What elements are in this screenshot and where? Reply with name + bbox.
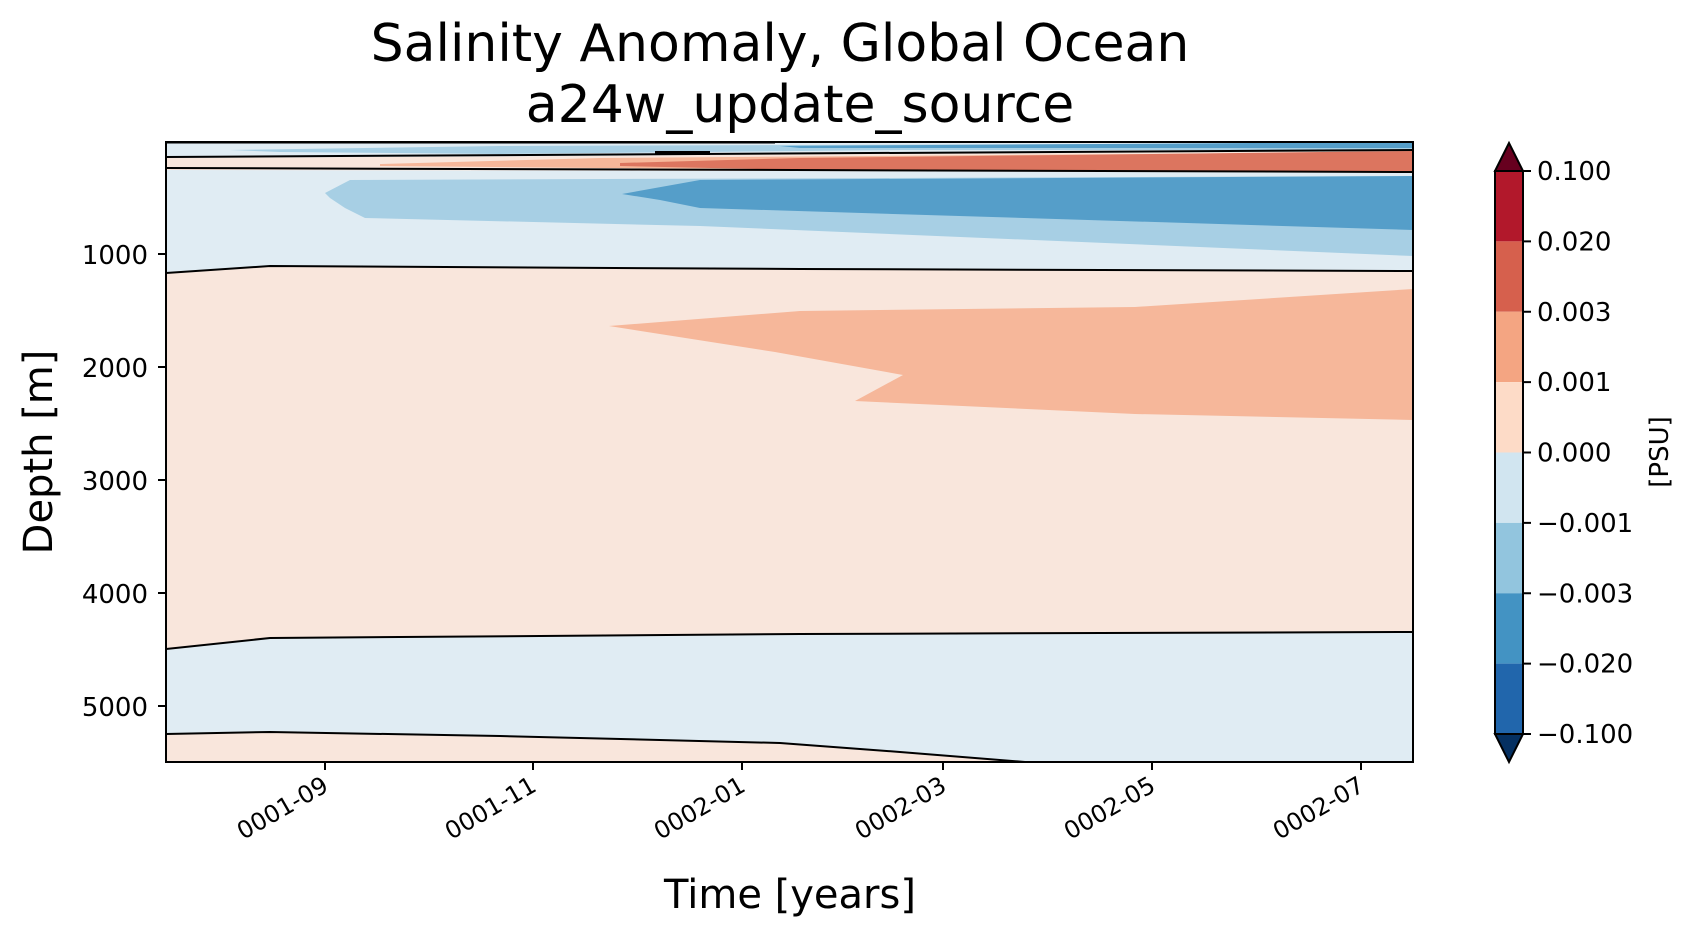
colorbar-extend-under: [1493, 733, 1525, 765]
contour-line-0-bottom: [166, 730, 1026, 762]
contour-line-0-upper: [166, 167, 1413, 173]
contour-line-0-shallow: [166, 149, 1413, 158]
y-axis: 1000 2000 3000 4000 5000 Depth [m]: [16, 241, 166, 723]
x-tick-label: 0002-03: [850, 771, 951, 845]
colorbar-segment: [1495, 311, 1523, 383]
contour-plot-area: [166, 142, 1413, 762]
colorbar-tick-label: 0.001: [1537, 368, 1611, 398]
colorbar-segment: [1495, 452, 1523, 523]
colorbar-segment: [1495, 382, 1523, 453]
contour-fill-upper-fresh-020: [622, 176, 1413, 230]
contour-line-0-mid: [166, 264, 1413, 274]
colorbar-tick-label: 0.020: [1537, 227, 1611, 257]
chart-title: Salinity Anomaly, Global Ocean: [371, 14, 1190, 74]
colorbar-segment: [1495, 171, 1523, 242]
y-tick-label: 2000: [82, 354, 148, 384]
plot-frame: [165, 141, 1414, 763]
colorbar-tick-label: 0.000: [1537, 439, 1611, 469]
colorbar: 0.100 0.020 0.003 0.001 0.000 −0.001 −0.003 −0.…: [1493, 140, 1675, 765]
colorbar-segment: [1495, 241, 1523, 312]
colorbar-tick-label: −0.003: [1537, 579, 1633, 609]
colorbar-tick-label: −0.020: [1537, 650, 1633, 680]
y-tick-label: 3000: [82, 467, 148, 497]
colorbar-tick-label: −0.100: [1537, 720, 1633, 750]
x-axis-label: Time [years]: [663, 872, 916, 918]
y-tick-label: 4000: [82, 580, 148, 610]
contour-fill-surface-salty-020: [620, 151, 1413, 172]
y-tick-label: 1000: [82, 241, 148, 271]
contour-fill-surface-fresh-020: [780, 142, 1413, 148]
colorbar-tick-label: 0.003: [1537, 298, 1611, 328]
colorbar-segment: [1495, 522, 1523, 594]
colorbar-segment: [1495, 593, 1523, 664]
contour-fill-deep-salty-003: [609, 289, 1413, 420]
colorbar-label: [PSU]: [1645, 416, 1675, 488]
colorbar-tick-label: 0.100: [1537, 157, 1611, 187]
x-tick-label: 0001-11: [440, 771, 541, 845]
chart-subtitle: a24w_update_source: [526, 75, 1074, 135]
contour-fill-deep-fresh: [166, 632, 1413, 762]
y-tick-label: 5000: [82, 693, 148, 723]
colorbar-segment: [1495, 663, 1523, 734]
contour-line-0-deep: [166, 631, 1413, 650]
colorbar-tick-label: −0.001: [1537, 509, 1633, 539]
x-tick-label: 0001-09: [232, 771, 333, 845]
colorbar-extend-over: [1493, 140, 1525, 172]
y-axis-label: Depth [m]: [16, 350, 62, 555]
x-tick-label: 0002-07: [1268, 771, 1369, 845]
x-tick-label: 0002-05: [1059, 771, 1160, 845]
x-axis: 0001-09 0001-11 0002-01 0002-03 0002-05 …: [232, 762, 1369, 918]
x-tick-label: 0002-01: [649, 771, 750, 845]
